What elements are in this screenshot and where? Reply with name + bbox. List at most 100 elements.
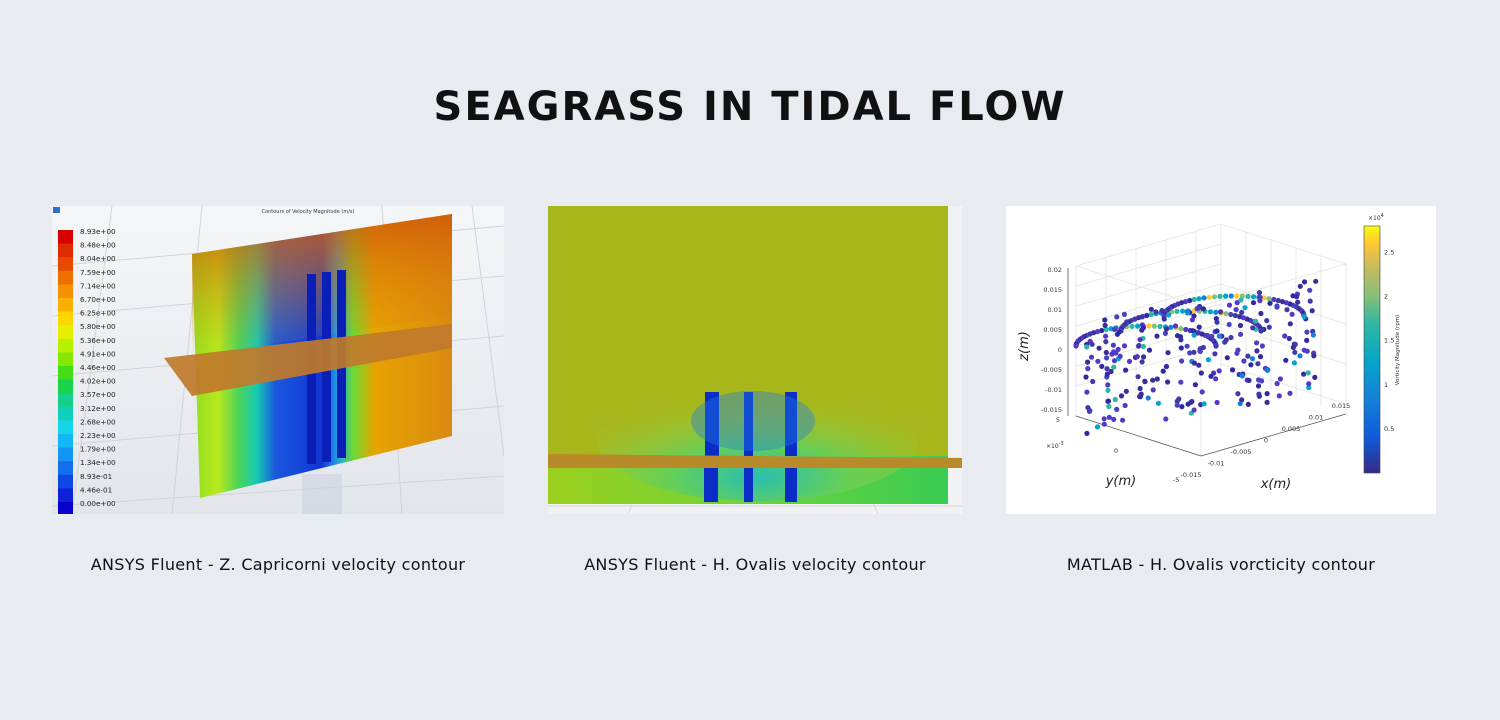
- vorticity-point: [1161, 316, 1167, 322]
- vorticity-point: [1217, 293, 1223, 299]
- vorticity-point: [1141, 354, 1147, 360]
- vorticity-point: [1111, 349, 1117, 355]
- colorbar-swatch: [58, 434, 73, 449]
- y-exponent: ×10-3: [1046, 441, 1064, 450]
- vorticity-point: [1250, 294, 1257, 300]
- vorticity-point: [1214, 328, 1220, 334]
- vorticity-point: [1187, 297, 1193, 304]
- z-tick-label: 0.005: [1043, 326, 1062, 334]
- colorbar-tick-label: 0.00e+00: [80, 499, 116, 508]
- vorticity-point: [1122, 402, 1128, 409]
- vorticity-point: [1264, 399, 1270, 405]
- colorbar-tick-label: 7.14e+00: [80, 281, 116, 290]
- colorbar-tick-label: 1.5: [1384, 337, 1394, 345]
- vorticity-point: [1159, 307, 1165, 314]
- vorticity-point: [1134, 354, 1140, 360]
- z-axis-ticks: 0.02 0.015 0.01 0.005 0 -0.005 -0.01 -0.015: [1041, 266, 1062, 414]
- colorbar-swatch: [58, 352, 73, 367]
- vorticity-point: [1163, 363, 1170, 370]
- vorticity-point: [1304, 329, 1310, 335]
- vorticity-point: [1274, 381, 1280, 387]
- page-title: SEAGRASS IN TIDAL FLOW: [433, 84, 1067, 130]
- vorticity-point: [1121, 343, 1128, 349]
- vorticity-point: [1209, 333, 1215, 339]
- vorticity-point: [1157, 323, 1163, 329]
- vorticity-point: [1118, 393, 1125, 399]
- h-ovalis-velocity-render: [548, 206, 962, 514]
- window-corner-icon: [53, 207, 60, 213]
- vorticity-point: [1291, 360, 1297, 366]
- vorticity-point: [1179, 358, 1185, 364]
- colorbar-swatch: [58, 420, 73, 435]
- vorticity-point: [1223, 311, 1229, 317]
- vorticity-point: [1289, 311, 1295, 317]
- vorticity-point: [1228, 334, 1234, 341]
- vorticity-point: [1279, 299, 1286, 305]
- vorticity-point: [1238, 297, 1244, 303]
- vorticity-point: [1216, 333, 1222, 339]
- vorticity-point: [1201, 295, 1207, 301]
- vorticity-point: [1172, 323, 1179, 329]
- vorticity-point: [1189, 317, 1195, 323]
- vorticity-point: [1160, 368, 1166, 374]
- vorticity-point: [1096, 345, 1102, 351]
- vorticity-point: [1148, 311, 1154, 318]
- x-tick-label: -0.015: [1181, 471, 1202, 479]
- vorticity-point: [1184, 308, 1190, 314]
- colorbar-tick-label: 8.93e-01: [80, 472, 112, 481]
- vorticity-point: [1234, 350, 1240, 356]
- vorticity-point: [1309, 308, 1315, 314]
- vorticity-point: [1191, 349, 1197, 355]
- vorticity-point: [1241, 358, 1247, 364]
- vorticity-point: [1235, 391, 1241, 397]
- colorbar-tick-label: 5.80e+00: [80, 322, 116, 331]
- vorticity-point: [1245, 293, 1251, 299]
- vorticity-point: [1094, 424, 1101, 430]
- vorticity-point: [1121, 311, 1127, 317]
- vorticity-point: [1228, 293, 1234, 299]
- colorbar-swatch: [58, 502, 73, 514]
- vorticity-point: [1148, 306, 1154, 312]
- vorticity-point: [1234, 300, 1240, 306]
- vorticity-point: [1178, 379, 1184, 385]
- y-tick-label: 5: [1056, 416, 1060, 424]
- vorticity-point: [1245, 353, 1251, 359]
- vorticity-point: [1312, 374, 1318, 380]
- vorticity-point: [1187, 350, 1193, 356]
- z-tick-label: 0: [1058, 346, 1062, 354]
- vorticity-point: [1250, 325, 1256, 331]
- vorticity-point: [1084, 430, 1090, 436]
- vorticity-point: [1253, 318, 1259, 324]
- vorticity-point: [1287, 390, 1293, 396]
- vorticity-point: [1234, 293, 1240, 299]
- vorticity-point: [1126, 358, 1133, 364]
- vorticity-point-cloud: [1073, 278, 1319, 436]
- vorticity-point: [1105, 387, 1111, 393]
- colorbar-swatch: [58, 393, 73, 408]
- vorticity-point: [1108, 368, 1114, 375]
- vorticity-point: [1183, 326, 1189, 333]
- colorbar-swatch: [58, 230, 73, 245]
- colorbar-swatch: [58, 338, 73, 353]
- colorbar-tick-label: 1.34e+00: [80, 458, 116, 467]
- vorticity-point: [1239, 309, 1245, 315]
- y-axis-label: y(m): [1105, 474, 1137, 489]
- colorbar-tick-label: 6.25e+00: [80, 309, 116, 318]
- vorticity-point: [1196, 296, 1202, 302]
- vorticity-point: [1254, 340, 1260, 346]
- vorticity-point: [1254, 348, 1260, 354]
- colorbar-exponent: ×104: [1368, 213, 1384, 222]
- vorticity-point: [1259, 327, 1265, 333]
- vorticity-point: [1154, 333, 1160, 339]
- vorticity-point: [1306, 381, 1312, 387]
- vorticity-point: [1213, 376, 1219, 382]
- vorticity-point: [1165, 350, 1171, 356]
- vorticity-point: [1249, 356, 1256, 362]
- vorticity-point: [1201, 401, 1207, 407]
- vorticity-point: [1240, 315, 1246, 321]
- h-ovalis-velocity-image: [548, 206, 962, 514]
- vorticity-point: [1124, 319, 1130, 325]
- vorticity-point: [1140, 325, 1146, 331]
- vorticity-point: [1211, 294, 1218, 300]
- vorticity-point: [1139, 359, 1145, 365]
